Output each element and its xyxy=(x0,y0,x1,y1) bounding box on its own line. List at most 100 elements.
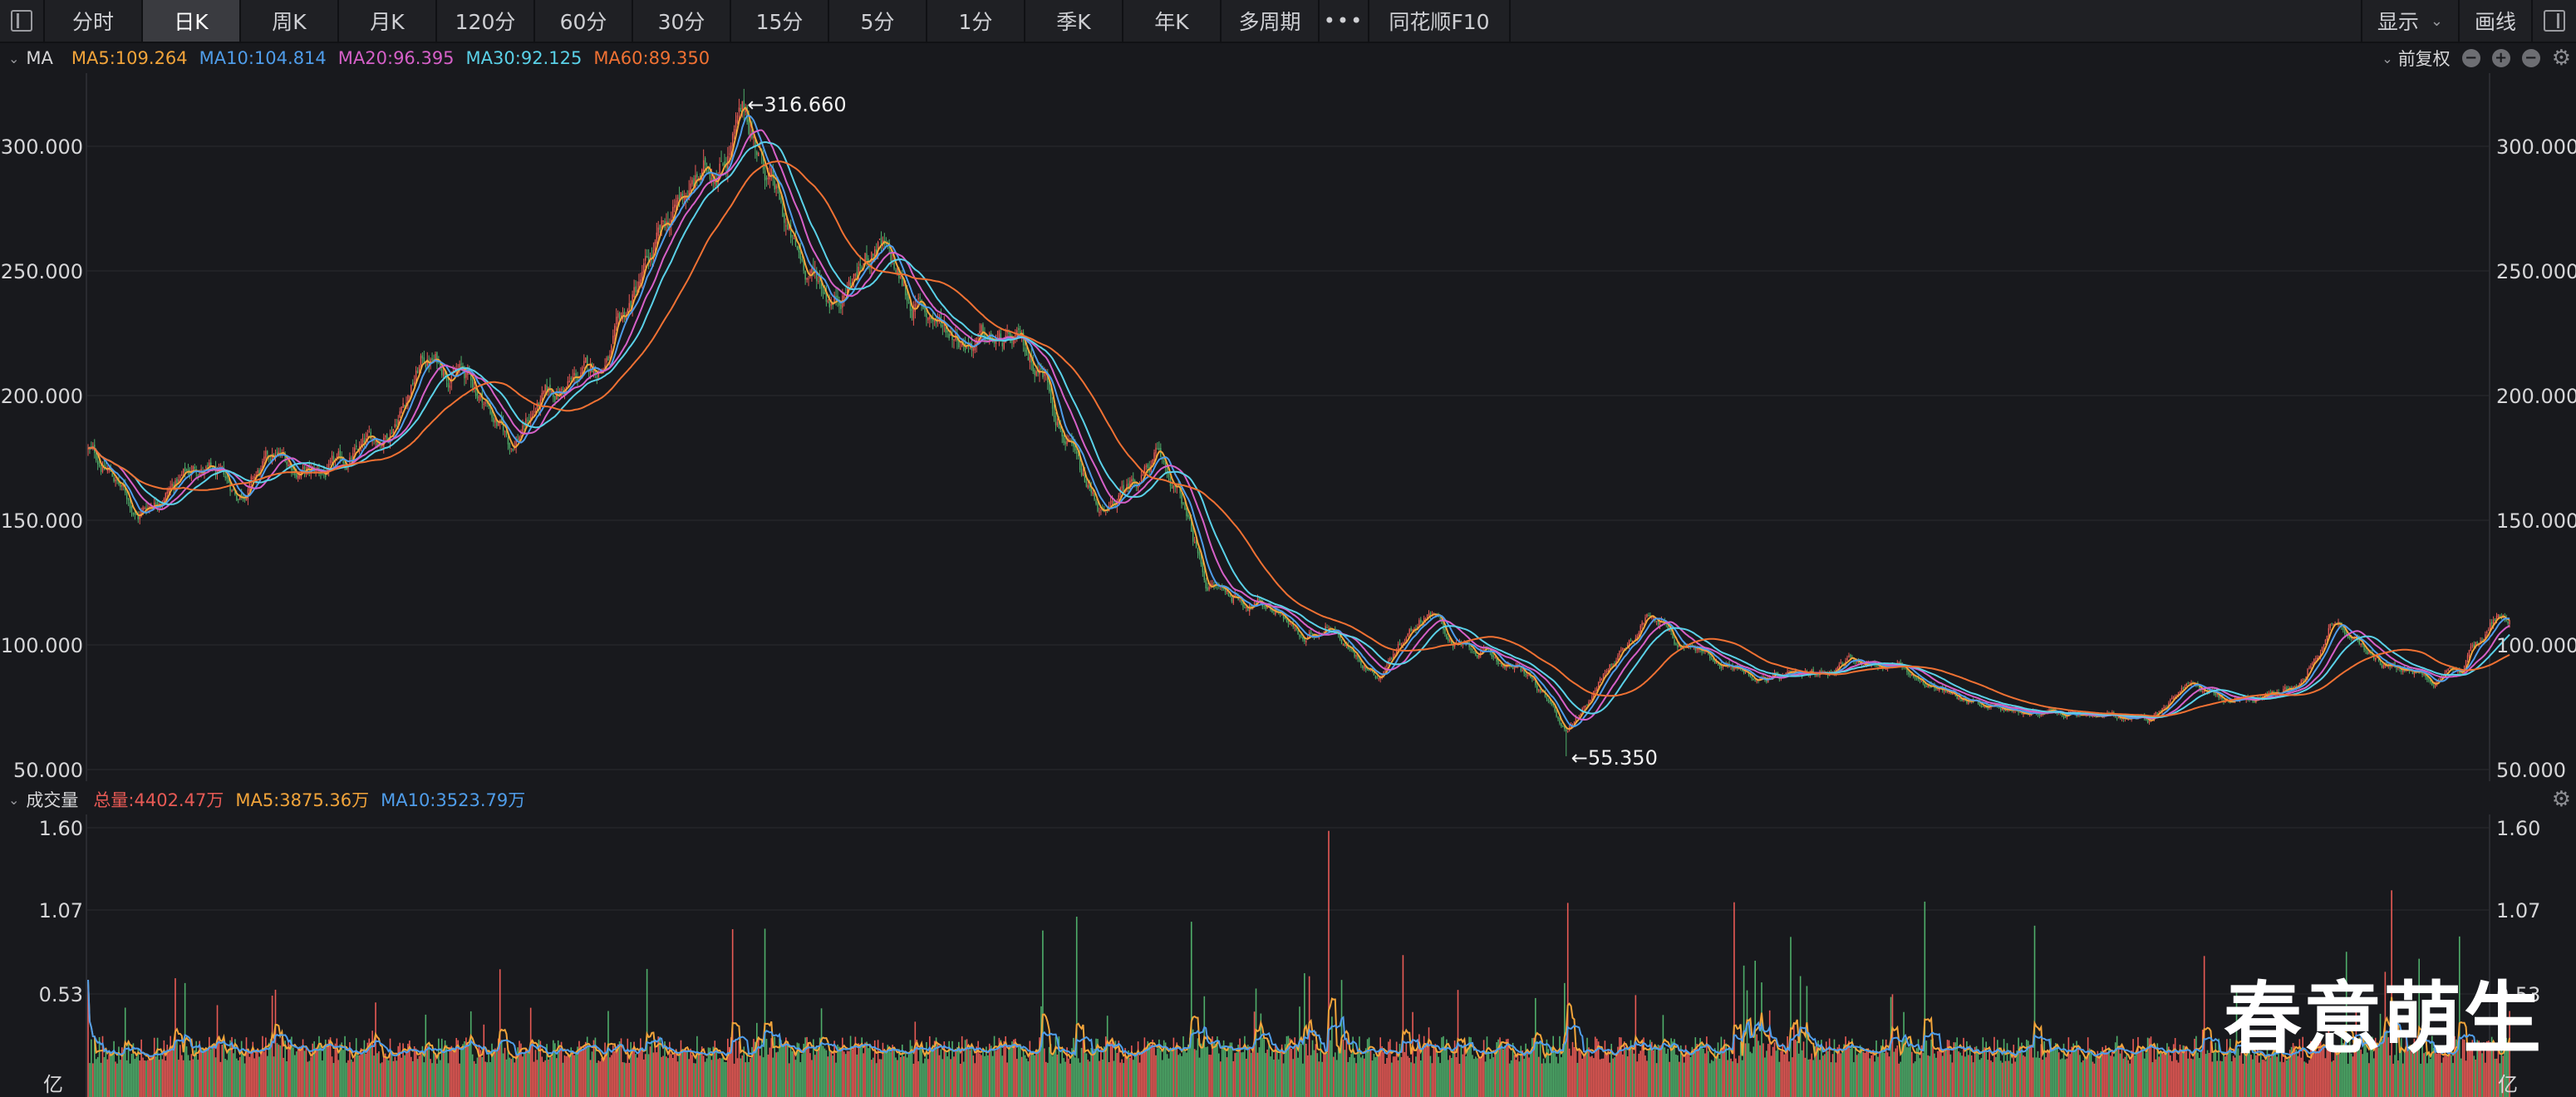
volume-bar xyxy=(1297,1057,1299,1097)
settings-gear-icon[interactable]: ⚙ xyxy=(2551,787,2571,812)
more-periods-button[interactable]: ••• xyxy=(1320,0,1369,42)
volume-bar xyxy=(1486,1036,1488,1097)
volume-bar xyxy=(2288,1050,2291,1097)
volume-bar xyxy=(507,1050,509,1097)
volume-bar xyxy=(1546,1039,1548,1097)
volume-bar xyxy=(1311,1040,1314,1097)
price-axis-tick-right: 100.000 xyxy=(2496,634,2576,657)
volume-bar xyxy=(303,1050,306,1097)
period-tab[interactable]: 120分 xyxy=(437,0,535,42)
price-candle-body xyxy=(1187,514,1189,518)
price-candle-body xyxy=(415,370,417,382)
period-tab[interactable]: 周K xyxy=(241,0,339,42)
price-candle-body xyxy=(2298,682,2301,686)
volume-bar xyxy=(91,1039,92,1097)
draw-line-button[interactable]: 画线 xyxy=(2457,0,2531,42)
period-tab[interactable]: 1分 xyxy=(927,0,1025,42)
price-candle-body xyxy=(1773,671,1776,674)
volume-bar xyxy=(305,1047,307,1097)
volume-bar xyxy=(129,1063,131,1097)
settings-gear-icon[interactable]: ⚙ xyxy=(2551,46,2571,71)
volume-indicator-label[interactable]: 成交量 xyxy=(26,790,79,810)
price-candle-body xyxy=(1056,421,1059,426)
display-dropdown[interactable]: 显示 ⌄ xyxy=(2360,0,2458,42)
period-tab[interactable]: 月K xyxy=(339,0,437,42)
price-candle-body xyxy=(507,437,509,445)
volume-bar xyxy=(2509,1011,2510,1097)
period-tab[interactable]: 季K xyxy=(1025,0,1123,42)
zoom-in-icon[interactable]: + xyxy=(2491,49,2510,67)
period-tab[interactable]: 30分 xyxy=(633,0,731,42)
volume-bar xyxy=(772,1057,774,1097)
price-candle-body xyxy=(1160,448,1162,458)
volume-bar xyxy=(1205,1046,1207,1097)
volume-bar xyxy=(2009,1053,2012,1097)
period-tab[interactable]: 5分 xyxy=(829,0,927,42)
volume-bar xyxy=(1722,1046,1724,1097)
volume-bar xyxy=(1871,1055,1872,1097)
zoom-out-icon[interactable]: − xyxy=(2461,49,2480,67)
volume-bar xyxy=(416,1059,419,1097)
volume-bar xyxy=(1840,1053,1842,1097)
volume-bar xyxy=(1145,1046,1148,1097)
price-candle-body xyxy=(1631,641,1634,642)
volume-bar xyxy=(1094,1048,1095,1097)
f10-button[interactable]: 同花顺F10 xyxy=(1369,0,1511,42)
volume-bar xyxy=(955,1050,956,1097)
price-candle-body xyxy=(1571,724,1574,726)
period-tab[interactable]: 60分 xyxy=(535,0,633,42)
volume-bar xyxy=(1429,1055,1432,1097)
volume-bar xyxy=(801,1054,804,1097)
period-tabs: 分时 日K 周K 月K 120分 60分 30分 15分 5分 1分 季K 年K 多周期 xyxy=(45,0,1320,42)
price-candle-body xyxy=(2295,685,2298,688)
volume-bar xyxy=(1703,1049,1704,1097)
volume-bar xyxy=(2139,1051,2141,1097)
right-panel-toggle-icon[interactable] xyxy=(2531,0,2576,42)
volume-bar xyxy=(1455,1057,1458,1097)
volume-bar xyxy=(1152,1040,1153,1097)
volume-bar xyxy=(1166,1054,1168,1097)
volume-bar xyxy=(1506,1039,1507,1097)
volume-bar xyxy=(2316,1050,2318,1097)
volume-bar xyxy=(250,1050,253,1097)
volume-bar xyxy=(878,1059,881,1097)
volume-bar xyxy=(1620,1037,1622,1097)
indicator-label[interactable]: MA xyxy=(26,48,53,68)
volume-bar xyxy=(2394,1055,2396,1097)
minimize-icon[interactable]: − xyxy=(2521,49,2540,67)
price-candle-body xyxy=(707,169,710,175)
volume-bar xyxy=(2085,1057,2087,1097)
adjust-mode-dropdown[interactable]: 前复权 xyxy=(2397,49,2451,69)
price-candle-body xyxy=(2413,672,2416,675)
volume-bar xyxy=(715,1047,718,1097)
volume-bar xyxy=(1614,1057,1615,1097)
period-tab[interactable]: 日K xyxy=(143,0,241,42)
volume-bar xyxy=(515,1055,517,1097)
volume-bar xyxy=(1104,1036,1107,1097)
price-candle-body xyxy=(1625,647,1627,648)
period-tab[interactable]: 分时 xyxy=(45,0,143,42)
price-candle-body xyxy=(676,197,679,202)
volume-bar xyxy=(864,1042,866,1097)
volume-bar xyxy=(2199,1058,2200,1097)
left-panel-toggle-icon[interactable] xyxy=(0,0,45,42)
price-candle-body xyxy=(465,372,467,378)
volume-bar xyxy=(517,1047,519,1097)
price-candle-body xyxy=(1999,707,2002,711)
volume-bar xyxy=(575,1052,577,1097)
period-tab[interactable]: 15分 xyxy=(731,0,829,42)
price-candle-body xyxy=(1424,618,1427,620)
volume-bar xyxy=(1330,1040,1331,1097)
volume-bar xyxy=(1268,1040,1270,1097)
volume-bar xyxy=(361,1054,364,1097)
volume-chart[interactable]: 1.60 1.601.07 1.070.53 0.53 亿 亿 xyxy=(0,814,2576,1097)
period-tab[interactable]: 多周期 xyxy=(1222,0,1320,42)
period-tab[interactable]: 年K xyxy=(1123,0,1222,42)
price-candle-body xyxy=(1164,461,1167,468)
collapse-caret-icon[interactable]: ⌄ xyxy=(8,50,20,66)
collapse-caret-icon[interactable]: ⌄ xyxy=(8,791,20,808)
volume-bar xyxy=(1494,1050,1497,1097)
volume-bar xyxy=(2258,1062,2260,1097)
volume-bar xyxy=(2300,1057,2303,1097)
